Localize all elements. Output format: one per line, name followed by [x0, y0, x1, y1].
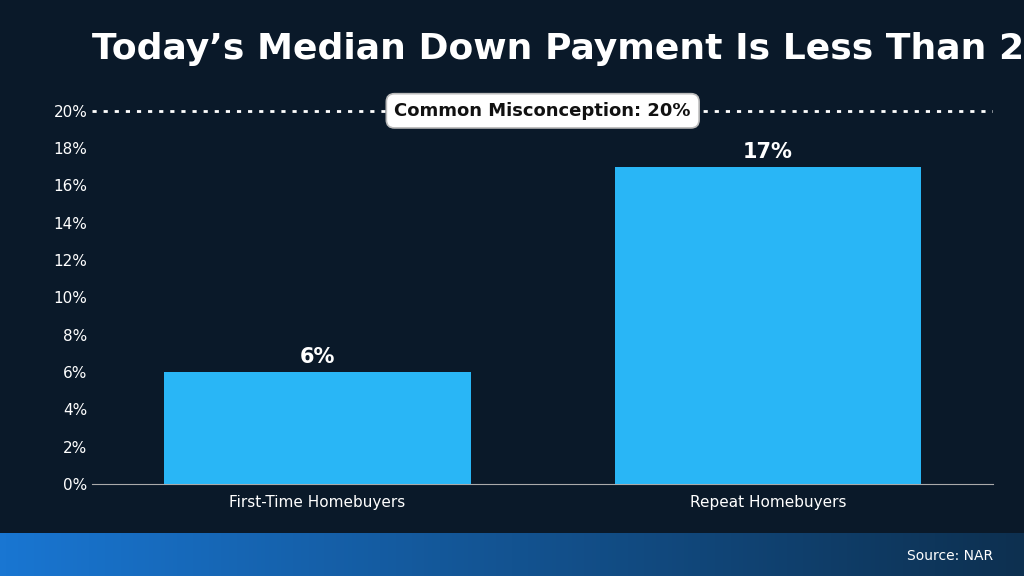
Text: 17%: 17%: [743, 142, 793, 162]
Bar: [614, 167, 922, 484]
Text: Common Misconception: 20%: Common Misconception: 20%: [394, 102, 691, 120]
Text: 6%: 6%: [300, 347, 335, 367]
Text: Today’s Median Down Payment Is Less Than 20%: Today’s Median Down Payment Is Less Than…: [92, 32, 1024, 66]
Bar: [164, 372, 471, 484]
Text: Source: NAR: Source: NAR: [907, 550, 993, 563]
